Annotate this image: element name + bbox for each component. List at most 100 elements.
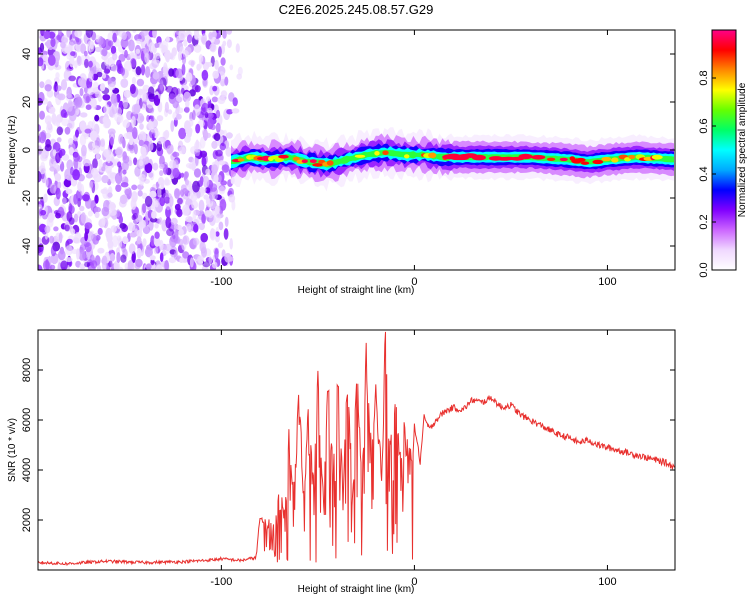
colorbar-frame bbox=[711, 29, 737, 271]
spectrogram-noise-blob bbox=[199, 150, 208, 158]
spectrogram-noise-blob bbox=[171, 47, 177, 57]
spectrogram-noise-blob bbox=[181, 63, 186, 76]
spectrogram-noise-blob bbox=[170, 120, 175, 132]
spectrogram-noise-blob bbox=[120, 182, 129, 188]
spectrogram-noise-blob bbox=[191, 157, 200, 168]
spectrogram-noise-blob bbox=[164, 243, 172, 251]
spectrogram-noise-blob bbox=[89, 254, 95, 266]
colorbar-tick-label: 0.4 bbox=[698, 166, 710, 181]
spectrogram-noise-blob bbox=[42, 54, 48, 62]
spectrogram-noise-blob bbox=[159, 79, 164, 91]
spectrogram-noise-blob bbox=[192, 180, 200, 193]
spectrogram-hot-spot bbox=[354, 154, 366, 158]
x-tick-label: 100 bbox=[598, 276, 616, 288]
snr-y-ticks: 2000 4000 6000 8000 bbox=[21, 358, 675, 532]
spectrogram-noise-blob bbox=[120, 78, 129, 88]
spectrogram-noise-blob bbox=[50, 245, 57, 257]
spectrogram-noise-blob bbox=[135, 48, 141, 54]
spectrogram-noise-blob bbox=[207, 117, 214, 130]
y-tick-label: -40 bbox=[21, 238, 33, 254]
y-tick-label: 20 bbox=[21, 96, 33, 108]
spectrogram-noise-blob bbox=[212, 85, 218, 92]
spectrogram-noise-blob bbox=[226, 39, 232, 49]
spectrogram-noise-blob bbox=[135, 258, 143, 268]
spectrogram-noise-blob bbox=[88, 60, 93, 68]
spectrogram-noise-blob bbox=[70, 228, 76, 235]
spectrogram-noise-blob bbox=[63, 178, 72, 188]
spectrogram-noise-blob bbox=[155, 264, 163, 270]
spectrogram-noise-blob bbox=[174, 223, 178, 230]
spectrogram-noise-blob bbox=[201, 33, 208, 45]
spectrogram-noise-blob bbox=[123, 89, 132, 98]
spectrogram-noise-blob bbox=[138, 139, 144, 147]
spectrogram-noise-blob bbox=[82, 194, 90, 202]
spectrogram-noise-blob bbox=[101, 73, 107, 79]
spectrogram-hot-spot bbox=[559, 157, 568, 162]
spectrogram-noise-blob bbox=[213, 132, 221, 142]
spectrogram-noise-blob bbox=[209, 43, 217, 53]
spectrogram-noise-blob bbox=[164, 101, 169, 113]
spectrogram-noise-blob bbox=[95, 152, 100, 160]
spectrogram-noise-blob bbox=[147, 86, 155, 98]
spectrogram-noise-blob bbox=[70, 51, 76, 57]
spectrogram-noise-blob bbox=[176, 208, 183, 218]
spectrogram-hot-spot bbox=[312, 163, 323, 167]
spectrogram-noise-blob bbox=[74, 232, 82, 244]
spectrogram-noise-blob bbox=[222, 40, 227, 47]
spectrogram-noise-blob bbox=[212, 70, 219, 79]
spectrogram-noise-blob bbox=[103, 199, 111, 212]
spectrogram-noise-blob bbox=[74, 30, 83, 38]
spectrogram-noise-blob bbox=[132, 127, 138, 139]
spectrogram-noise-blob bbox=[201, 69, 209, 81]
spectrogram-noise-blob bbox=[154, 231, 160, 239]
spectrogram-noise-blob bbox=[92, 145, 101, 154]
spectrogram-noise-blob bbox=[56, 115, 61, 128]
spectrogram-noise-blob bbox=[114, 172, 123, 184]
spectrogram-noise-blob bbox=[109, 136, 114, 146]
spectrogram-noise-blob bbox=[93, 206, 102, 213]
colorbar-tick-label: 0.2 bbox=[698, 214, 710, 229]
spectrogram-noise-blob bbox=[199, 186, 207, 194]
spectrogram-noise-blob bbox=[170, 217, 178, 226]
spectrogram-noise-blob bbox=[133, 103, 141, 114]
spectrogram-noise-blob bbox=[166, 145, 173, 155]
spectrogram-noise-blob bbox=[142, 88, 147, 101]
spectrogram-noise-blob bbox=[79, 263, 86, 270]
spectrogram-hot-spot bbox=[301, 159, 308, 163]
spectrogram-noise-blob bbox=[213, 193, 218, 200]
spectrogram-noise-blob bbox=[77, 55, 81, 65]
spectrogram-noise-blob bbox=[38, 131, 47, 144]
spectrogram-noise-blob bbox=[106, 232, 113, 244]
spectrogram-noise-blob bbox=[102, 116, 108, 124]
spectrogram-noise-blob bbox=[185, 179, 189, 186]
spectrogram-noise-blob bbox=[89, 181, 94, 189]
spectrogram-noise-blob bbox=[185, 72, 193, 82]
spectrogram-noise-blob bbox=[140, 64, 146, 76]
spectrogram-noise-blob bbox=[226, 109, 234, 115]
spectrogram-noise-blob bbox=[85, 104, 92, 110]
spectrogram-noise-blob bbox=[56, 126, 63, 136]
spectrogram-signal-band bbox=[231, 127, 674, 192]
spectrogram-noise-blob bbox=[111, 102, 118, 115]
spectrogram-noise-blob bbox=[220, 180, 228, 186]
spectrogram-noise-blob bbox=[38, 170, 42, 183]
spectrogram-noise-blob bbox=[108, 260, 113, 268]
spectrogram-noise-blob bbox=[152, 30, 157, 39]
spectrogram-noise-blob bbox=[142, 238, 147, 247]
spectrogram-noise-blob bbox=[221, 164, 230, 173]
spectrogram-hot-spot bbox=[278, 154, 289, 159]
spectrogram-noise-blob bbox=[220, 90, 228, 98]
spectrogram-noise-blob bbox=[222, 30, 227, 39]
spectrogram-noise-blob bbox=[68, 146, 74, 156]
spectrogram-noise-blob bbox=[228, 92, 235, 102]
spectrogram-noise-blob bbox=[232, 97, 238, 107]
spectrogram-noise-blob bbox=[87, 210, 93, 217]
spectrogram-noise-blob bbox=[53, 83, 58, 92]
spectrogram-noise-blob bbox=[215, 109, 221, 119]
spectrogram-hot-spot bbox=[576, 157, 586, 162]
spectrogram-noise-blob bbox=[201, 156, 207, 167]
y-tick-label: 6000 bbox=[21, 408, 33, 432]
spectrogram-noise-blob bbox=[155, 52, 161, 60]
spectrogram-noise-blob bbox=[130, 197, 137, 210]
spectrogram-noise-blob bbox=[41, 50, 48, 56]
